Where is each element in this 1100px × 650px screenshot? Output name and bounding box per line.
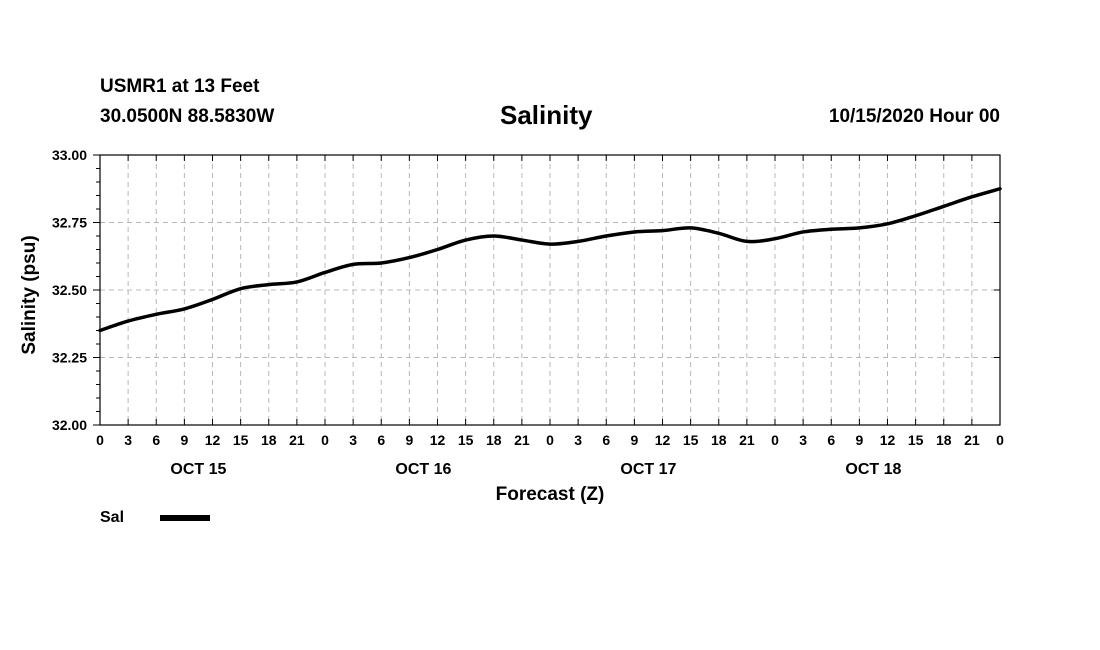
x-tick-label: 12	[880, 432, 896, 448]
x-tick-label: 3	[124, 432, 132, 448]
y-tick-label: 32.50	[52, 282, 87, 298]
x-tick-label: 0	[996, 432, 1004, 448]
day-label: OCT 17	[620, 461, 676, 478]
y-tick-label: 32.75	[52, 215, 87, 231]
x-tick-label: 3	[349, 432, 357, 448]
x-tick-label: 18	[261, 432, 277, 448]
x-tick-label: 21	[964, 432, 980, 448]
x-tick-label: 18	[486, 432, 502, 448]
x-tick-label: 21	[739, 432, 755, 448]
forecast-datetime: 10/15/2020 Hour 00	[828, 106, 1000, 127]
x-axis-title: Forecast (Z)	[496, 484, 605, 505]
x-tick-label: 9	[630, 432, 638, 448]
day-label: OCT 16	[395, 461, 451, 478]
x-tick-label: 15	[683, 432, 699, 448]
y-axis-title: Salinity (psu)	[19, 235, 40, 354]
y-tick-label: 32.00	[52, 417, 87, 433]
day-label: OCT 18	[845, 461, 901, 478]
x-tick-label: 3	[799, 432, 807, 448]
x-tick-label: 9	[180, 432, 188, 448]
day-label: OCT 15	[170, 461, 226, 478]
x-tick-label: 6	[827, 432, 835, 448]
x-tick-label: 6	[602, 432, 610, 448]
x-tick-label: 21	[514, 432, 530, 448]
x-tick-label: 12	[430, 432, 446, 448]
x-tick-label: 3	[574, 432, 582, 448]
x-tick-label: 18	[711, 432, 727, 448]
chart-title: Salinity	[500, 100, 593, 130]
coordinates-label: 30.0500N 88.5830W	[100, 106, 275, 127]
x-tick-label: 9	[855, 432, 863, 448]
legend: Sal	[100, 509, 210, 527]
legend-label-sal: Sal	[100, 509, 125, 526]
plot-frame	[99, 154, 1001, 426]
x-tick-label: 18	[936, 432, 952, 448]
station-label: USMR1 at 13 Feet	[100, 76, 260, 97]
x-tick-label: 12	[655, 432, 671, 448]
legend-swatch-sal	[160, 515, 210, 521]
y-tick-label: 33.00	[52, 147, 87, 163]
x-tick-label: 6	[377, 432, 385, 448]
x-tick-label: 12	[205, 432, 221, 448]
y-tick-label: 32.25	[52, 350, 87, 366]
x-tick-label: 6	[152, 432, 160, 448]
x-tick-label: 15	[233, 432, 249, 448]
x-tick-label: 9	[405, 432, 413, 448]
x-tick-label: 15	[908, 432, 924, 448]
x-tick-label: 15	[458, 432, 474, 448]
x-tick-label: 0	[321, 432, 329, 448]
x-tick-label: 21	[289, 432, 305, 448]
x-tick-label: 0	[771, 432, 779, 448]
x-tick-label: 0	[96, 432, 104, 448]
x-tick-label: 0	[546, 432, 554, 448]
